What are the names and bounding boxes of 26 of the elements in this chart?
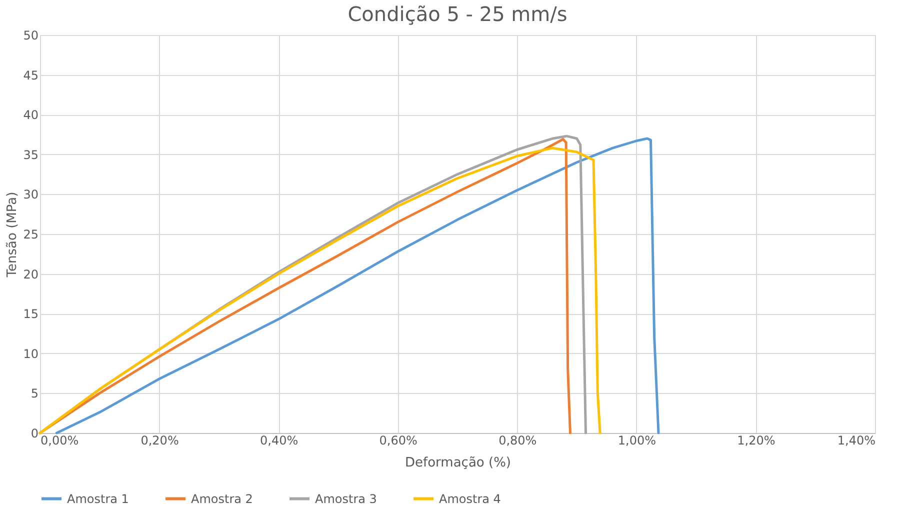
y-tick-label: 35 [23,148,38,162]
x-tick-label: 0,80% [498,434,537,448]
y-tick-label: 50 [23,28,38,42]
legend-label: Amostra 2 [191,492,253,506]
x-tick-label: 0,00% [40,434,79,448]
legend-label: Amostra 3 [315,492,377,506]
x-tick-label: 0,40% [260,434,298,448]
y-tick-label: 5 [30,386,38,401]
x-tick-label: 1,40% [837,434,876,448]
y-tick-label: 25 [23,228,38,242]
y-tick-label: 30 [23,188,38,202]
x-tick-label: 0,60% [379,434,418,448]
y-tick-label: 0 [30,426,38,440]
legend-label: Amostra 1 [67,492,129,506]
y-axis-title: Tensão (MPa) [5,192,20,278]
y-tick-label: 15 [23,307,38,322]
x-tick-label: 1,00% [618,434,656,448]
y-tick-label: 10 [23,346,38,361]
chart-title: Condição 5 - 25 mm/s [348,2,568,26]
x-tick-label: 0,20% [140,434,179,448]
y-tick-label: 45 [23,68,38,82]
y-tick-label: 20 [23,267,38,282]
y-tick-label: 40 [23,108,38,122]
x-axis-title: Deformação (%) [405,456,511,470]
x-tick-label: 1,20% [737,434,776,448]
legend-label: Amostra 4 [439,492,501,506]
